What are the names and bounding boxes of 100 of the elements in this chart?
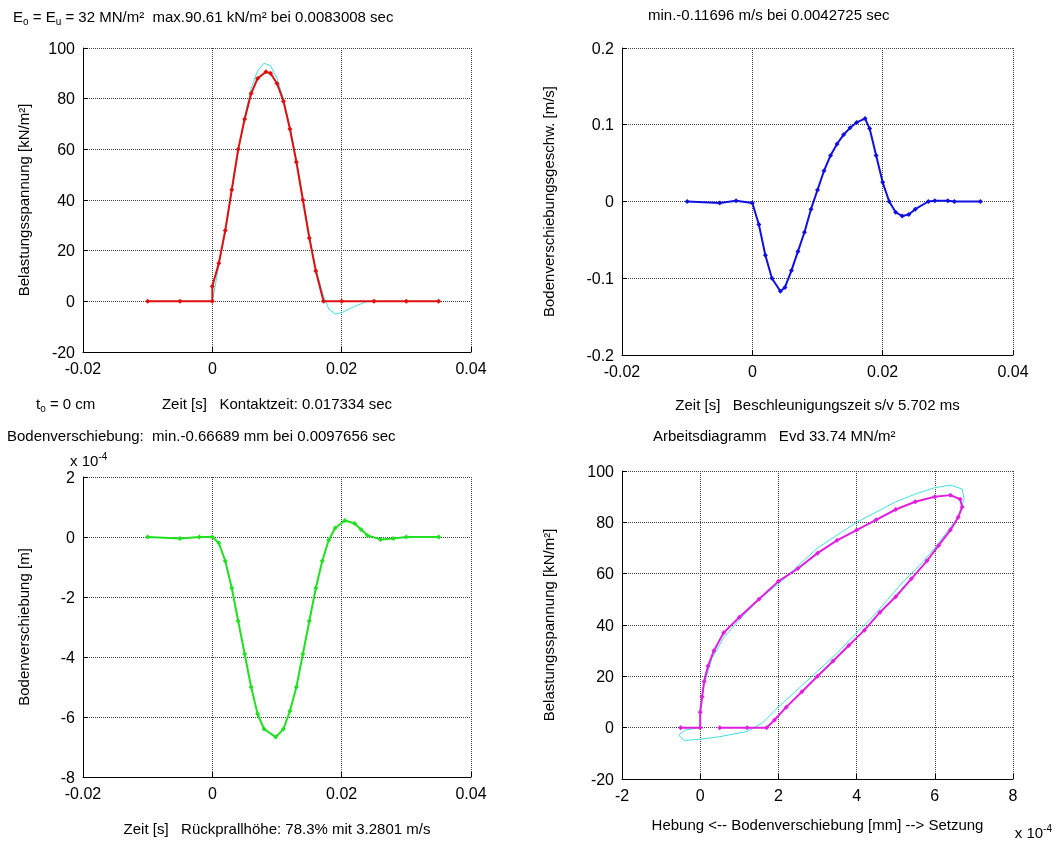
y-tick-label: 0	[66, 292, 76, 310]
y-tick-label: 40	[596, 616, 615, 634]
point	[947, 527, 953, 533]
point	[145, 298, 151, 304]
point	[775, 578, 781, 584]
point	[777, 288, 783, 294]
point	[313, 585, 319, 591]
point	[899, 213, 905, 219]
chart-title: Arbeitsdiagramm Evd 33.74 MN/m²	[653, 427, 896, 444]
point	[177, 536, 183, 541]
y-tick-label: -4	[60, 648, 76, 666]
point	[717, 725, 723, 731]
point	[945, 198, 951, 204]
point	[377, 536, 383, 542]
point	[216, 540, 222, 546]
point	[216, 260, 222, 266]
point	[313, 268, 319, 274]
x-tick-label: 8	[1008, 786, 1018, 804]
x-tick-label: -0.02	[64, 784, 102, 802]
point	[764, 725, 770, 731]
point	[769, 275, 775, 281]
point	[300, 197, 306, 203]
point	[771, 717, 777, 723]
point	[229, 585, 235, 591]
y-tick-label: 80	[596, 513, 615, 531]
point	[951, 199, 957, 204]
point	[209, 283, 215, 289]
point	[756, 596, 762, 602]
point	[287, 708, 293, 714]
point	[893, 209, 899, 215]
point	[893, 594, 899, 600]
y-tick-label: 0	[66, 528, 76, 546]
point	[854, 119, 860, 125]
y-axis-title: Belastungsspannung [kN/m²]	[540, 528, 557, 722]
chart-title: min.-0.11696 m/s bei 0.0042725 sec	[648, 6, 891, 23]
point	[721, 630, 727, 636]
point	[342, 518, 348, 523]
x-tick-label: 4	[852, 786, 862, 804]
y-tick-label: 60	[57, 140, 76, 158]
y-tick-label: 0	[605, 193, 615, 210]
point	[678, 725, 684, 731]
x-axis-title: Zeit [s] Beschleunigungszeit s/v 5.702 ms	[675, 396, 960, 413]
point	[293, 159, 299, 165]
point	[697, 725, 703, 731]
y-tick-label: -6	[60, 708, 76, 726]
point	[830, 658, 836, 664]
x-tick-label: 0	[207, 784, 217, 802]
point	[209, 298, 215, 304]
x-tick-label: 0	[747, 362, 757, 380]
x-tick-label: 0.04	[455, 784, 487, 802]
point	[352, 521, 358, 526]
y-tick-label: 60	[596, 565, 615, 583]
point	[255, 711, 261, 717]
x-axis-title: Hebung <-- Bodenverschiebung [mm] --> Setzung	[651, 816, 984, 833]
point	[906, 212, 912, 218]
x-tick-label: 0.02	[326, 359, 358, 377]
point	[699, 694, 705, 700]
point	[799, 689, 805, 695]
point	[908, 576, 914, 582]
point	[955, 514, 961, 520]
x-tick-label: 0	[695, 786, 705, 804]
x-tick-label: 6	[930, 786, 940, 804]
y-tick-label: -2	[60, 588, 76, 606]
point	[912, 499, 918, 505]
point	[235, 146, 241, 152]
x-tick-label: 0	[207, 359, 217, 377]
point	[847, 125, 853, 131]
x-tick-label: 0.04	[455, 359, 487, 377]
point	[293, 684, 299, 690]
point	[274, 80, 280, 86]
y-tick-label: 2	[66, 468, 76, 486]
y-tick-label: 0.2	[591, 39, 615, 57]
point	[235, 618, 241, 624]
point	[924, 558, 930, 564]
point	[783, 704, 789, 710]
point	[365, 533, 371, 538]
point	[177, 298, 183, 304]
point	[815, 673, 820, 679]
point	[242, 651, 248, 657]
point	[306, 235, 312, 241]
point	[795, 566, 801, 572]
point	[248, 91, 254, 97]
point	[321, 298, 327, 304]
point	[932, 494, 938, 500]
point	[705, 663, 711, 669]
y-tick-label: -0.1	[586, 269, 615, 287]
point	[268, 70, 274, 76]
point	[403, 534, 409, 540]
y-tick-label: 20	[596, 667, 615, 685]
point	[947, 492, 953, 498]
point	[248, 684, 254, 690]
point	[801, 229, 807, 235]
point	[319, 558, 325, 564]
point	[893, 507, 899, 512]
point	[436, 298, 442, 304]
point	[977, 199, 983, 204]
point	[782, 284, 788, 290]
point	[762, 252, 768, 258]
point	[697, 709, 703, 715]
point	[371, 298, 377, 304]
